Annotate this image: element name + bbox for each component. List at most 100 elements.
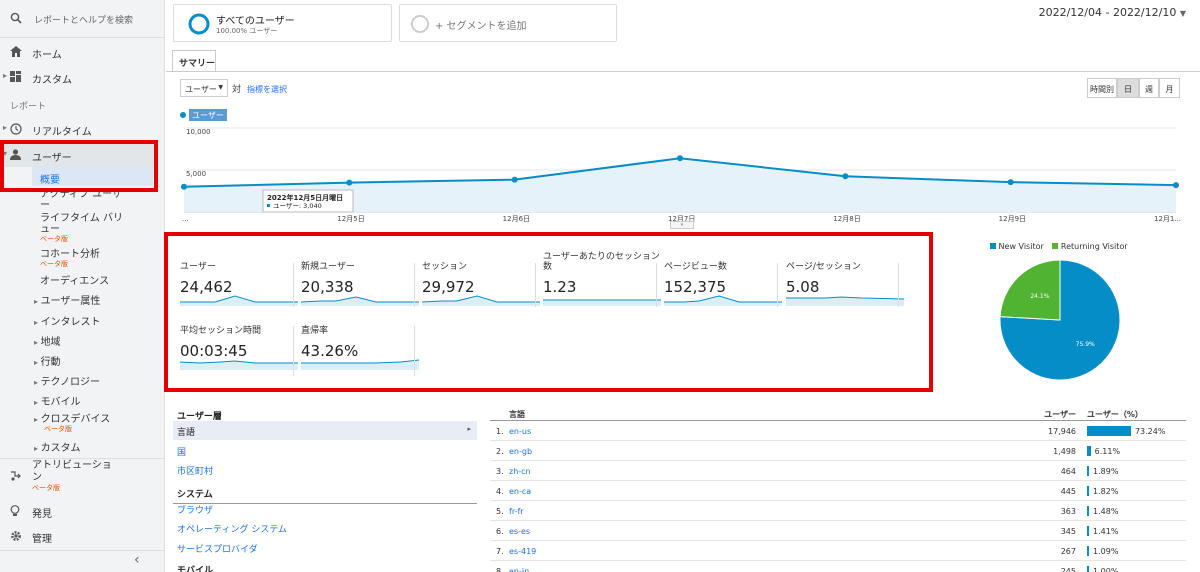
series-point[interactable]: [1007, 179, 1014, 186]
select-metric-link[interactable]: 指標を選択: [247, 85, 287, 94]
row-language-link[interactable]: fr-fr: [509, 507, 524, 516]
segment-name: すべてのユーザー: [216, 16, 295, 27]
series-point[interactable]: [842, 173, 849, 180]
sidebar-item-custom-sub[interactable]: ▸ カスタム: [34, 443, 81, 454]
metric-card[interactable]: 直帰率 43.26%: [301, 326, 419, 376]
table-row[interactable]: 2. en-gb 1,498 6.11%: [490, 441, 1186, 461]
sidebar-item-overview[interactable]: 概要: [32, 167, 153, 186]
metric-card[interactable]: 平均セッション時間 00:03:45: [180, 326, 298, 376]
month-button[interactable]: 月: [1159, 78, 1180, 98]
series-point[interactable]: [346, 179, 353, 186]
metric-card[interactable]: 新規ユーザー 20,338: [301, 262, 419, 312]
chart-x-axis: ... 12月5日 12月6日 12月7日 12月8日 12月9日 12月1...: [182, 215, 1181, 223]
sidebar-item-admin[interactable]: 管理: [0, 525, 165, 547]
row-language-link[interactable]: es-419: [509, 547, 537, 556]
sidebar-item-home[interactable]: ホーム: [0, 41, 165, 63]
sidebar-item-realtime[interactable]: ▸ リアルタイム: [0, 118, 165, 140]
row-index: 3.: [496, 467, 504, 476]
hourly-button[interactable]: 時間別: [1087, 78, 1117, 98]
sidebar-item-cohort[interactable]: コホート分析 ベータ版: [40, 249, 100, 268]
sidebar-item-attribution[interactable]: アトリビューショ ン ベータ版: [0, 460, 165, 494]
sidebar-item-audience[interactable]: オーディエンス: [40, 276, 109, 287]
series-point[interactable]: [677, 155, 683, 162]
row-language-link[interactable]: zh-cn: [509, 467, 531, 476]
table-row[interactable]: 1. en-us 17,946 73.24%: [490, 421, 1186, 441]
dim-item-os[interactable]: オペレーティング システム: [177, 525, 288, 535]
sidebar-item-label: アトリビューショ: [32, 460, 112, 471]
table-row[interactable]: 3. zh-cn 464 1.89%: [490, 461, 1186, 481]
dim-item-language[interactable]: 言語 ▸: [173, 421, 477, 440]
metric-select[interactable]: ユーザー ▼: [180, 79, 228, 97]
tooltip-title: 2022年12月5日月曜日: [267, 193, 343, 202]
table-row[interactable]: 5. fr-fr 363 1.48%: [490, 501, 1186, 521]
sidebar-item-label: クロスデバイス: [40, 414, 111, 425]
sidebar-item-lifetime-value[interactable]: ライフタイム バリ ュー ベータ版: [40, 213, 123, 243]
sidebar-item-label: ユーザー: [32, 153, 72, 164]
segment-all-users[interactable]: すべてのユーザー 100.00% ユーザー: [173, 4, 392, 42]
table-row[interactable]: 7. es-419 267 1.09%: [490, 541, 1186, 561]
x-tick-label: 12月1...: [1154, 215, 1181, 223]
gear-icon: [11, 531, 21, 541]
pie-slice-label: 24.1%: [1030, 293, 1049, 300]
row-language-link[interactable]: es-es: [509, 527, 531, 536]
row-share-bar: [1087, 526, 1089, 536]
metric-card[interactable]: ユーザーあたりのセッション数 1.23: [543, 252, 661, 306]
dim-item-city[interactable]: 市区町村: [177, 467, 214, 477]
row-index: 7.: [496, 547, 504, 556]
row-pct: 1.89%: [1093, 467, 1119, 476]
sidebar-item-active-users[interactable]: アクティブ ユーザ ー: [40, 189, 126, 211]
legend-dot: [180, 112, 186, 118]
date-range-picker[interactable]: 2022/12/04 - 2022/12/10 ▼: [1039, 6, 1186, 19]
dim-item-country[interactable]: 国: [177, 448, 187, 458]
row-share-bar: [1087, 466, 1089, 476]
sidebar-search[interactable]: レポートとヘルプを検索: [0, 0, 165, 38]
row-pct: 6.11%: [1094, 447, 1121, 456]
table-row[interactable]: 4. en-ca 445 1.82%: [490, 481, 1186, 501]
pie-legend-new: New Visitor: [998, 242, 1044, 251]
row-index: 4.: [496, 487, 504, 496]
row-users: 464: [1060, 467, 1076, 476]
metric-divider: [293, 263, 294, 307]
dim-item-browser[interactable]: ブラウザ: [177, 506, 214, 516]
metric-label: ページビュー数: [664, 262, 727, 272]
table-row[interactable]: 8. en-in 245 1.00%: [490, 561, 1186, 572]
collapse-sidebar-icon[interactable]: ‹: [134, 552, 140, 568]
dim-item-isp[interactable]: サービスプロバイダ: [177, 545, 258, 555]
sidebar-item-interests[interactable]: ▸ インタレスト: [34, 317, 101, 328]
sidebar-item-custom[interactable]: ▸ カスタム: [0, 66, 165, 88]
sidebar-item-cross-device[interactable]: ▸ クロスデバイス ベータ版: [34, 414, 111, 433]
add-segment-button[interactable]: + セグメントを追加: [399, 4, 617, 42]
day-button[interactable]: 日: [1117, 78, 1139, 98]
series-point[interactable]: [1173, 182, 1179, 189]
metric-card[interactable]: ページビュー数 152,375: [664, 262, 782, 312]
chart-resize-handle[interactable]: ▾: [670, 221, 694, 229]
sidebar-item-technology[interactable]: ▸ テクノロジー: [34, 377, 100, 388]
week-button[interactable]: 週: [1139, 78, 1159, 98]
sidebar-item-mobile[interactable]: ▸ モバイル: [34, 397, 81, 408]
sidebar-item-geo[interactable]: ▸ 地域: [34, 337, 61, 348]
metric-value: 43.26%: [301, 342, 359, 360]
row-language-link[interactable]: en-ca: [509, 487, 532, 496]
sidebar-item-discover[interactable]: 発見: [0, 500, 165, 522]
row-language-link[interactable]: en-us: [509, 427, 532, 436]
pie-slice-returning-visitor[interactable]: [999, 259, 1061, 321]
metric-card[interactable]: セッション 29,972: [422, 262, 540, 312]
series-point[interactable]: [181, 183, 187, 190]
x-tick-label: 12月5日: [337, 215, 364, 223]
metric-value: 29,972: [422, 278, 475, 296]
row-language-link[interactable]: en-gb: [509, 447, 533, 456]
series-point[interactable]: [511, 176, 518, 183]
sidebar-item-behavior[interactable]: ▸ 行動: [34, 357, 61, 368]
tab-summary[interactable]: サマリー: [172, 50, 216, 72]
metric-divider: [414, 263, 415, 307]
sidebar-item-users[interactable]: ▾ ユーザー: [0, 144, 165, 166]
chevron-right-icon: ▸: [467, 425, 471, 433]
row-pct: 1.00%: [1093, 567, 1119, 572]
chart-series: [181, 155, 1179, 212]
sidebar-item-user-attr[interactable]: ▸ ユーザー属性: [34, 296, 101, 307]
metric-card[interactable]: ページ/セッション 5.08: [786, 262, 904, 312]
row-language-link[interactable]: en-in: [509, 567, 530, 572]
metric-divider: [777, 263, 778, 307]
table-row[interactable]: 6. es-es 345 1.41%: [490, 521, 1186, 541]
metric-card[interactable]: ユーザー 24,462: [180, 262, 298, 312]
